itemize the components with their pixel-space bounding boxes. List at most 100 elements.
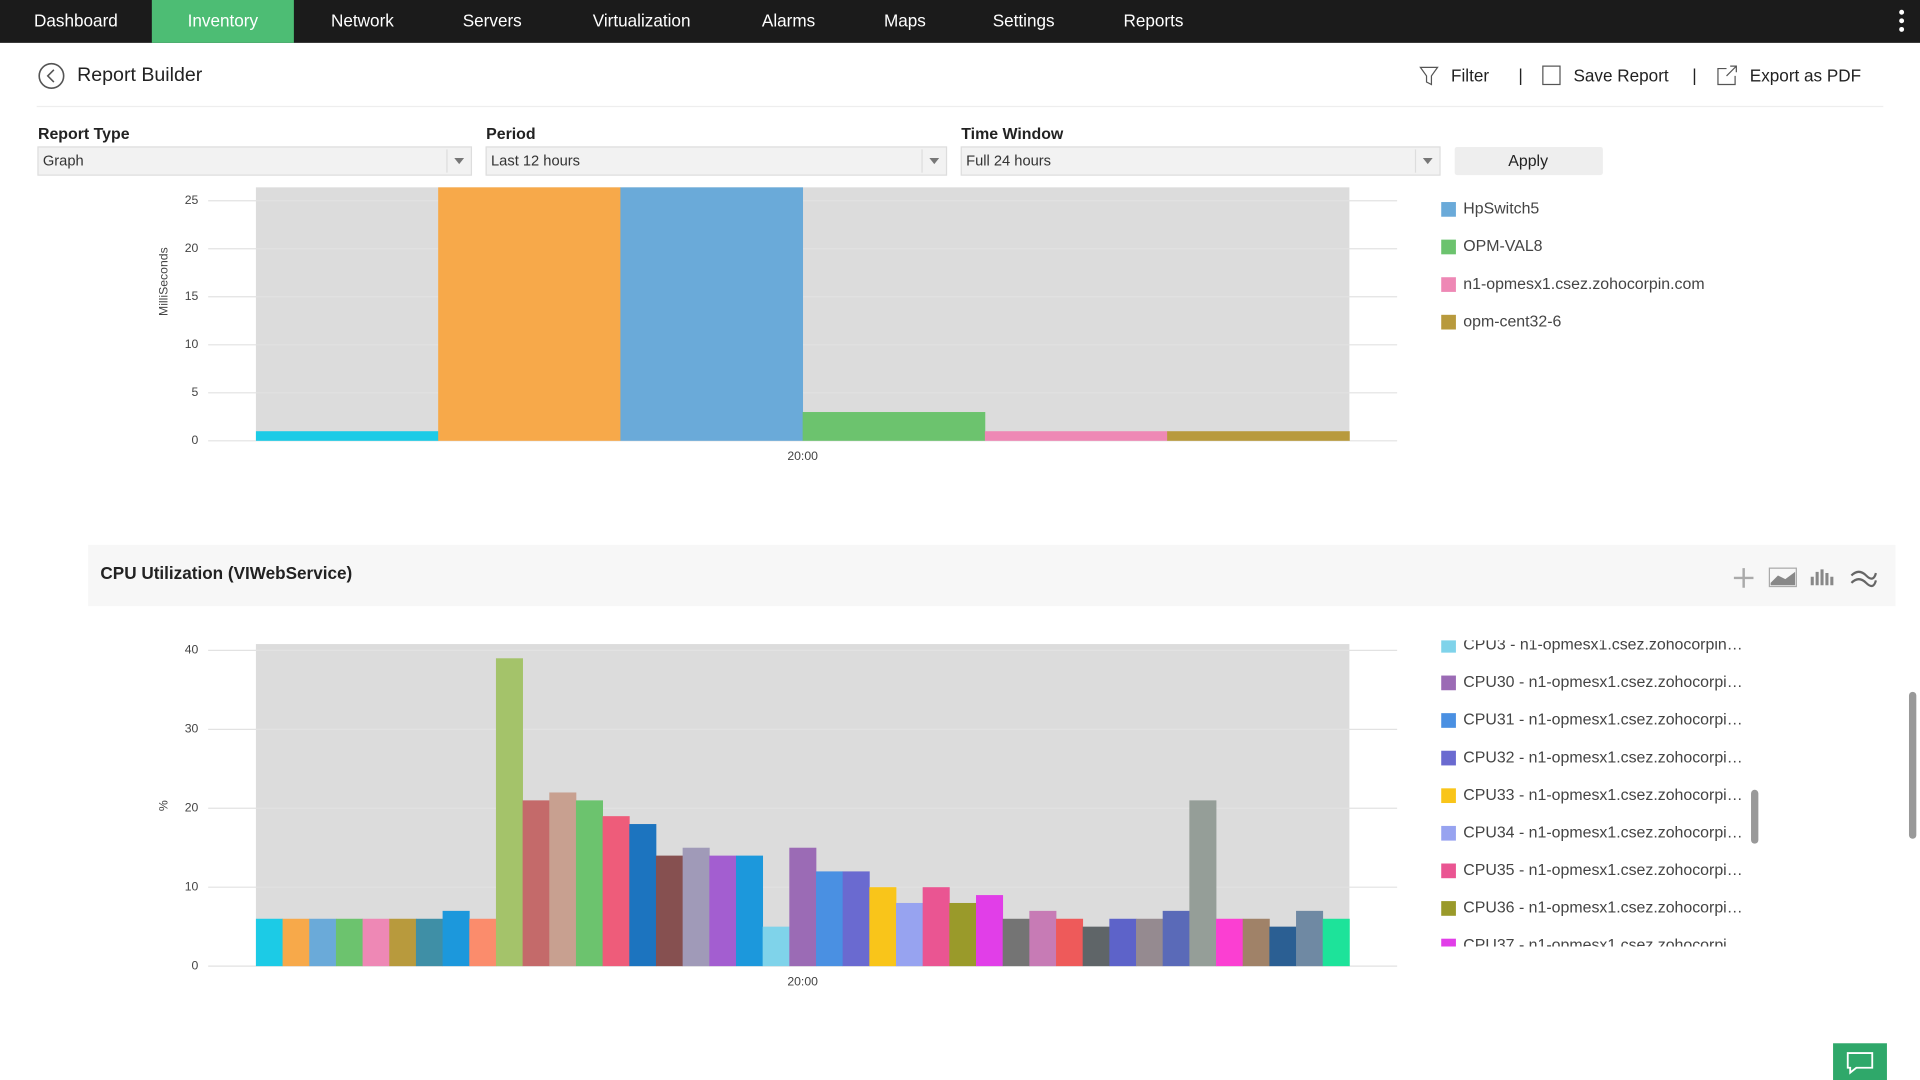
field-label: Period — [486, 126, 536, 143]
bar — [549, 792, 577, 967]
chat-button[interactable] — [1833, 1043, 1887, 1080]
nav-item[interactable]: Settings — [993, 11, 1055, 31]
nav-item[interactable]: Reports — [1123, 11, 1183, 31]
bar — [709, 855, 737, 967]
x-tick-label: 20:00 — [787, 974, 818, 988]
bar — [602, 816, 630, 967]
legend-label[interactable]: CPU3 - n1-opmesx1.csez.zohocorpin… — [1463, 637, 1742, 654]
y-axis-label: MilliSeconds — [156, 247, 170, 316]
nav-item[interactable]: Dashboard — [34, 11, 118, 31]
legend-swatch — [1441, 901, 1456, 916]
bar — [1296, 910, 1324, 967]
bar — [389, 918, 417, 967]
legend-label[interactable]: CPU35 - n1-opmesx1.csez.zohocorpi… — [1463, 862, 1742, 879]
bar — [629, 824, 657, 967]
bar — [1269, 926, 1297, 967]
bar — [655, 855, 684, 967]
y-tick-label: 20 — [185, 800, 199, 814]
legend-label[interactable]: CPU30 - n1-opmesx1.csez.zohocorpi… — [1463, 674, 1742, 691]
bar — [438, 187, 621, 441]
bar — [1167, 431, 1350, 441]
chart-title: CPU Utilization (VIWebService) — [100, 563, 352, 583]
bar — [895, 902, 924, 967]
select[interactable] — [37, 146, 473, 176]
bar — [415, 918, 443, 967]
apply-label: Apply — [1508, 153, 1548, 170]
legend-swatch — [1441, 640, 1456, 653]
legend-label[interactable]: CPU32 - n1-opmesx1.csez.zohocorpi… — [1463, 749, 1742, 766]
y-tick-label: 10 — [185, 337, 199, 351]
page-title: Report Builder — [77, 64, 203, 86]
bar — [1162, 910, 1190, 967]
legend-label[interactable]: CPU31 - n1-opmesx1.csez.zohocorpi… — [1463, 712, 1742, 729]
y-axis-label: % — [156, 800, 170, 811]
legend-swatch — [1441, 825, 1456, 841]
bar — [282, 918, 310, 967]
more-menu[interactable] — [1899, 9, 1905, 32]
nav-item[interactable]: Servers — [463, 11, 522, 31]
bar — [984, 431, 1168, 441]
nav-item[interactable]: Virtualization — [593, 11, 691, 31]
legend-swatch — [1441, 239, 1456, 255]
legend-label[interactable]: opm-cent32-6 — [1463, 313, 1561, 330]
select[interactable] — [485, 146, 948, 176]
select[interactable] — [960, 146, 1441, 176]
y-tick-label: 10 — [185, 879, 199, 893]
charts: MilliSeconds 0 5 10 15 20 25 20:00 HpSwitch5 OPM-… — [100, 187, 1743, 988]
legend-label[interactable]: HpSwitch5 — [1463, 201, 1539, 218]
legend-swatch — [1441, 863, 1456, 879]
bar — [815, 871, 844, 967]
legend-label[interactable]: CPU34 - n1-opmesx1.csez.zohocorpi… — [1463, 824, 1742, 841]
bar — [1082, 926, 1110, 967]
y-tick-label: 0 — [192, 433, 199, 447]
x-tick-label: 20:00 — [787, 449, 818, 463]
save-icon — [1542, 65, 1561, 86]
chart-tools[interactable] — [1733, 567, 1877, 588]
select-caret — [454, 157, 465, 165]
select-caret — [929, 157, 940, 165]
legend: CPU3 - n1-opmesx1.csez.zohocorpin… CPU30 … — [1441, 637, 1743, 954]
chat-icon — [1846, 1052, 1874, 1075]
bar — [1216, 918, 1244, 967]
legend-swatch — [1441, 675, 1456, 691]
bar — [842, 871, 870, 967]
separator: | — [1692, 66, 1696, 86]
export-action[interactable]: Export as PDF — [1750, 66, 1861, 86]
bar — [1189, 800, 1217, 967]
nav-item[interactable]: Inventory — [188, 11, 259, 31]
y-tick-label: 25 — [185, 193, 199, 207]
select-caret — [1422, 157, 1433, 165]
nav-item[interactable]: Maps — [884, 11, 926, 31]
filter-action[interactable]: Filter — [1451, 66, 1489, 86]
legend-label[interactable]: CPU36 - n1-opmesx1.csez.zohocorpi… — [1463, 900, 1742, 917]
legend-label[interactable]: CPU33 - n1-opmesx1.csez.zohocorpi… — [1463, 787, 1742, 804]
select-value: Last 12 hours — [491, 154, 580, 170]
nav-item[interactable]: Alarms — [762, 11, 815, 31]
bar — [362, 918, 390, 967]
bar — [802, 412, 986, 441]
separator: | — [1518, 66, 1522, 86]
y-tick-label: 40 — [185, 643, 199, 657]
y-tick-label: 20 — [185, 241, 199, 255]
field-label: Report Type — [38, 126, 130, 143]
bar — [1136, 918, 1164, 967]
nav-active — [151, 0, 294, 43]
select-value: Full 24 hours — [966, 154, 1051, 170]
legend-swatch — [1441, 202, 1456, 217]
legend-label[interactable]: n1-opmesx1.csez.zohocorpin.com — [1463, 276, 1704, 293]
page-scrollbar[interactable] — [1908, 691, 1917, 839]
back-button[interactable] — [38, 62, 65, 89]
apply-button[interactable] — [1454, 146, 1603, 176]
nav-item[interactable]: Network — [331, 11, 394, 31]
bar — [620, 187, 804, 441]
legend-swatch — [1441, 750, 1456, 766]
save-action[interactable]: Save Report — [1573, 66, 1668, 86]
field-label: Time Window — [961, 126, 1064, 143]
legend-label[interactable]: OPM-VAL8 — [1463, 238, 1542, 255]
legend-scrollbar[interactable] — [1751, 789, 1759, 844]
bar — [335, 918, 363, 967]
bar — [495, 658, 523, 967]
y-tick-label: 5 — [192, 385, 199, 399]
legend-label[interactable]: CPU37 - n1-opmesx1.csez.zohocorpi… — [1463, 937, 1742, 954]
